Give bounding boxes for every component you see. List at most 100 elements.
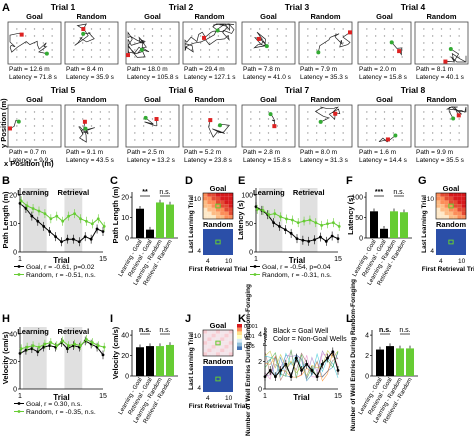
trial-7-random-label: Random (311, 95, 341, 104)
heatmap-cell (436, 204, 441, 208)
heatmap-cell (228, 196, 233, 201)
panel-letter-k: K (238, 313, 246, 325)
heatmap-x-tick: 10 (225, 258, 233, 265)
well-dot (226, 111, 228, 113)
well-dot (307, 28, 309, 30)
well-dot (258, 139, 261, 141)
y-tick-label: 0 (125, 236, 129, 243)
legend-black: Black = Goal Well (273, 328, 329, 335)
heatmap-cell (457, 211, 462, 216)
colorbar-segment (237, 327, 242, 332)
x-position-axis-title: x Position (m) (4, 159, 54, 168)
well-dot (423, 118, 425, 120)
well-dot (199, 132, 202, 134)
well-dot (16, 111, 18, 113)
colorbar-segment (237, 342, 242, 347)
start-marker (316, 50, 321, 55)
heatmap-cell (207, 193, 212, 197)
well-dot (440, 118, 443, 120)
well-dot (458, 125, 460, 127)
trial-1-random-arena (64, 21, 119, 65)
well-dot (191, 132, 193, 134)
well-dot (134, 42, 136, 44)
well-dot (440, 111, 443, 113)
well-dot (51, 125, 53, 127)
well-dot (258, 118, 261, 120)
heatmap-random-title: Random (203, 357, 233, 366)
well-dot (208, 49, 211, 51)
well-dot (366, 125, 368, 127)
heatmap-frame (202, 192, 234, 220)
well-dot (440, 139, 443, 141)
well-dot (285, 49, 287, 51)
well-dot (267, 56, 270, 58)
trial-4-random-label: Random (427, 12, 457, 21)
well-dot (208, 111, 211, 113)
well-dot (324, 56, 327, 58)
panel-letter-g: G (418, 175, 427, 187)
well-dot (285, 139, 287, 141)
trial-6-random-label: Random (195, 95, 225, 104)
start-marker (389, 40, 394, 45)
well-dot (276, 118, 279, 120)
trial-7-random-latency: Latency = 31.3 s (300, 157, 349, 164)
well-dot (333, 132, 336, 134)
heatmap-cell (228, 204, 233, 208)
heatmap-cell (228, 215, 233, 219)
well-dot (51, 111, 53, 113)
well-dot (24, 56, 27, 58)
line-chart-h: Learning Retrieval 0 20 40 1 15 Goal, r = 0.30,… (9, 327, 107, 416)
well-dot (134, 118, 136, 120)
trial-8-random-latency: Latency = 35.5 s (416, 157, 465, 164)
well-dot (73, 35, 75, 37)
y-tick-label: 40 (9, 331, 17, 338)
start-marker (451, 116, 456, 121)
heatmap-cell (211, 204, 216, 208)
well-dot (401, 139, 403, 141)
y-tick-label: 10 (121, 215, 129, 222)
heatmap-cell (215, 333, 221, 338)
trial-2-goal-path: Path = 18.0 m (127, 66, 168, 73)
well-dot (217, 132, 220, 134)
well-dot (217, 118, 220, 120)
heatmap-cell (220, 196, 225, 201)
legend-color: Color = Non-Goal Wells (273, 336, 347, 343)
well-dot (324, 125, 327, 127)
trial-4-random-arena (414, 21, 469, 65)
well-dot (440, 42, 443, 44)
well-dot (324, 132, 327, 134)
well-dot (250, 111, 252, 113)
heatmap-frame (435, 192, 467, 220)
heatmap-cell (224, 344, 229, 349)
bar (380, 228, 388, 238)
well-dot (134, 56, 136, 58)
k-y-axis-title: Number of Well Entries During Random-For… (245, 284, 252, 436)
heatmap-cell (215, 204, 221, 208)
end-marker (348, 30, 352, 35)
heatmap-cell (461, 200, 466, 205)
well-dot (383, 111, 386, 113)
well-dot (307, 125, 309, 127)
heatmap-random-block (436, 229, 466, 255)
well-dot (374, 35, 377, 37)
well-dot (315, 118, 318, 120)
well-dot (81, 125, 84, 127)
series-line (20, 200, 105, 227)
colorbar-segment (237, 324, 242, 328)
well-dot (392, 111, 395, 113)
well-dot (73, 132, 75, 134)
well-dot (366, 111, 368, 113)
heatmap-y-title: Last Learning Trial (188, 332, 195, 390)
well-dot (199, 139, 202, 141)
heatmap-cell (211, 193, 216, 197)
well-dot (342, 118, 344, 120)
well-dot (458, 132, 460, 134)
heatmap-cell (215, 344, 221, 349)
well-dot (366, 28, 368, 30)
well-dot (24, 111, 27, 113)
well-dot (342, 49, 344, 51)
trial-1-goal-arena (7, 21, 62, 65)
heatmap-cell (224, 196, 229, 201)
well-dot (431, 111, 434, 113)
